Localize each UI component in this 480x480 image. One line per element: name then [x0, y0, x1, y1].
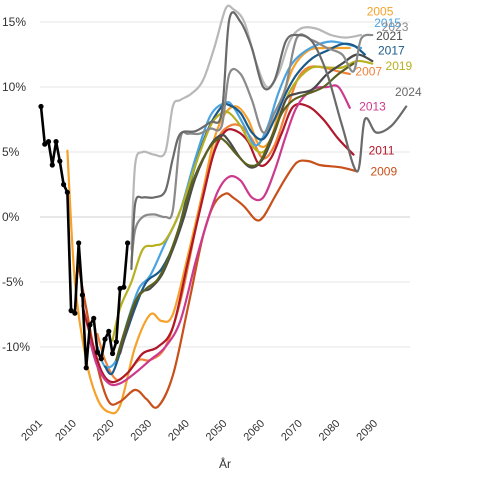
x-tick-label: 2020 — [91, 418, 117, 444]
x-tick-label: 2001 — [19, 418, 45, 444]
observed-point — [98, 356, 104, 362]
y-tick-label: -5% — [2, 275, 24, 289]
series-label-2015: 2015 — [374, 16, 401, 30]
y-tick-label: -10% — [2, 340, 30, 354]
observed-point — [49, 162, 55, 168]
series-label-2024: 2024 — [395, 85, 422, 99]
x-axis-ticks: 2001 2010 2020 2030 2040 2050 2060 2070 2080 2090 — [19, 418, 380, 444]
observed-point — [64, 189, 70, 195]
x-axis-label: År — [219, 456, 231, 471]
series-line-2023b — [130, 4, 363, 251]
observed-point — [83, 365, 89, 371]
series-label-2005: 2005 — [367, 5, 394, 19]
series-label-2007: 2007 — [355, 64, 382, 78]
y-tick-label: 10% — [2, 80, 26, 94]
observed-point — [57, 158, 63, 164]
series-line-2009 — [77, 159, 359, 409]
series-label-2013: 2013 — [359, 99, 386, 113]
observed-series — [38, 103, 131, 371]
observed-point — [106, 328, 112, 334]
series-line-2021 — [119, 53, 374, 355]
x-tick-label: 2050 — [204, 418, 230, 444]
observed-point — [53, 139, 59, 145]
series-line-2013 — [88, 84, 351, 387]
x-tick-label: 2010 — [53, 418, 79, 444]
observed-point — [91, 315, 97, 321]
series-label-2021: 2021 — [376, 29, 403, 43]
observed-point — [125, 240, 131, 246]
series-line-2011 — [81, 102, 355, 384]
observed-point — [109, 350, 116, 357]
x-tick-label: 2040 — [166, 418, 192, 444]
series-label-2011: 2011 — [369, 144, 395, 158]
observed-point — [102, 336, 108, 342]
series-label-2019: 2019 — [386, 59, 413, 73]
series-line-2021b — [115, 62, 355, 362]
y-tick-label: 5% — [2, 145, 20, 159]
series-label-2017: 2017 — [378, 44, 405, 58]
observed-point — [68, 308, 74, 314]
y-tick-label: 0% — [2, 210, 20, 224]
y-axis-ticks: 15% 10% 5% 0% -5% -10% — [2, 15, 30, 354]
series-lines — [66, 4, 408, 415]
observed-point — [79, 292, 86, 298]
x-tick-label: 2070 — [279, 418, 305, 444]
observed-point — [113, 339, 119, 345]
series-labels: 2005200720092011201320152017201920212023… — [355, 5, 422, 179]
series-label-2023: 2023 — [382, 20, 409, 34]
series-line-2015 — [96, 40, 363, 369]
observed-point — [45, 139, 52, 145]
observed-point — [38, 103, 44, 110]
x-tick-label: 2030 — [129, 418, 155, 444]
x-tick-label: 2090 — [354, 418, 380, 444]
observed-point — [94, 349, 101, 355]
x-tick-label: 2080 — [317, 418, 343, 444]
x-tick-label: 2060 — [241, 418, 267, 444]
y-tick-label: 15% — [2, 15, 26, 29]
series-line-2019 — [111, 59, 374, 342]
series-label-2009: 2009 — [370, 164, 397, 178]
series-line-2023 — [130, 33, 374, 264]
observed-point — [72, 310, 78, 316]
series-line-2005 — [66, 46, 351, 415]
observed-point — [87, 322, 93, 328]
observed-point — [42, 141, 48, 147]
observed-point — [76, 240, 82, 246]
series-line-2024 — [130, 11, 408, 271]
observed-point — [60, 181, 67, 188]
observed-point — [121, 284, 127, 290]
